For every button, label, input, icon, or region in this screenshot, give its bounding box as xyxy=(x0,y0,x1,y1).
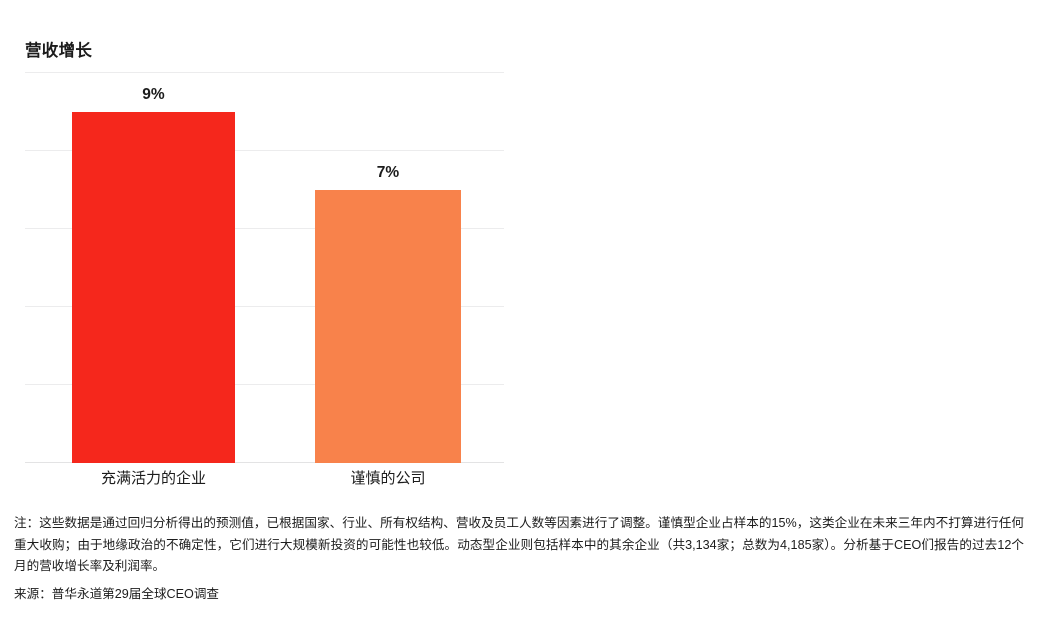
charts-area: 营收增长 9% 7% 充满活力的企业 谨慎的公司 利润率 xyxy=(0,0,1038,505)
gridline-2 xyxy=(25,384,504,385)
chart-panel-revenue-growth: 营收增长 9% 7% 充满活力的企业 谨慎的公司 xyxy=(0,0,519,505)
gridline-8 xyxy=(25,150,504,151)
plot-area-revenue-growth: 9% 7% xyxy=(25,72,504,463)
chart-panel-profit-margin: 利润率 9% 6% 充满活力的企业 谨慎的公司 xyxy=(519,0,1038,505)
bar-dynamic-revenue[interactable] xyxy=(72,112,235,463)
bar-value-dynamic-revenue: 9% xyxy=(142,85,165,103)
x-axis-labels-revenue-growth: 充满活力的企业 谨慎的公司 xyxy=(25,470,504,500)
gridlines-revenue-growth xyxy=(25,72,504,463)
footnote-text: 注：这些数据是通过回归分析得出的预测值，已根据国家、行业、所有权结构、营收及员工… xyxy=(14,516,1024,573)
bars-revenue-growth: 9% 7% xyxy=(25,73,504,463)
footer: 注：这些数据是通过回归分析得出的预测值，已根据国家、行业、所有权结构、营收及员工… xyxy=(0,513,1038,604)
gridline-0 xyxy=(25,462,504,463)
gridline-4 xyxy=(25,306,504,307)
x-axis-label-dynamic-revenue: 充满活力的企业 xyxy=(100,470,206,487)
gridline-10 xyxy=(25,72,504,73)
bar-value-cautious-revenue: 7% xyxy=(376,163,400,181)
chart-title-revenue-growth: 营收增长 xyxy=(25,42,93,60)
source-text: 来源：普华永道第29届全球CEO调查 xyxy=(14,586,220,601)
x-axis-label-cautious-revenue: 谨慎的公司 xyxy=(350,470,426,487)
gridline-6 xyxy=(25,228,504,229)
bar-cautious-revenue[interactable] xyxy=(315,190,461,463)
